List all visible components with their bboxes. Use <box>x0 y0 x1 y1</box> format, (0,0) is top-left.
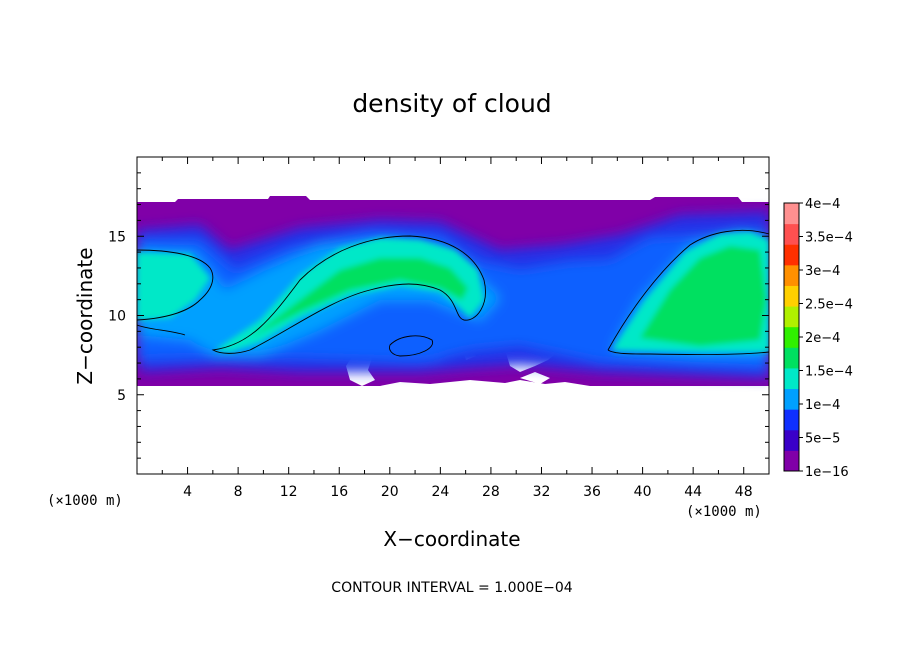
x-tick-label: 24 <box>431 484 449 500</box>
z-unit-label: (×1000 m) <box>47 493 123 509</box>
y-tick-label: 15 <box>108 229 126 245</box>
colorbar-label: 5e−5 <box>805 432 840 447</box>
y-tick-label: 10 <box>108 309 126 325</box>
colorbar-swatch <box>784 429 799 451</box>
colorbar-label: 1e−16 <box>805 465 849 480</box>
colorbar-swatch <box>784 306 799 328</box>
x-tick-label: 32 <box>533 484 551 500</box>
colorbar-label: 3e−4 <box>805 264 840 279</box>
x-axis-label: X−coordinate <box>383 527 520 551</box>
x-tick-label: 8 <box>234 484 243 500</box>
colorbar-label: 3.5e−4 <box>805 231 853 246</box>
x-tick-label: 48 <box>735 484 753 500</box>
high-density-cores <box>137 232 769 352</box>
contour-interval-note: CONTOUR INTERVAL = 1.000E−04 <box>331 580 572 596</box>
colorbar-label: 1e−4 <box>805 398 840 413</box>
x-tick-label: 44 <box>684 484 702 500</box>
x-axis-ticks: 4 8 12 16 20 24 28 32 36 40 44 48 <box>136 157 770 500</box>
colorbar-swatch <box>784 326 799 348</box>
x-unit-label: (×1000 m) <box>686 504 762 520</box>
x-tick-label: 20 <box>381 484 399 500</box>
colorbar-swatch <box>784 203 799 225</box>
contour-lines <box>137 229 769 357</box>
colorbar-swatch <box>784 285 799 307</box>
chart-title: density of cloud <box>352 89 551 118</box>
colorbar-swatch <box>784 367 799 390</box>
y-tick-label: 5 <box>117 388 126 404</box>
x-tick-label: 40 <box>634 484 652 500</box>
y-axis-label: Z−coordinate <box>73 247 97 384</box>
colorbar-label: 2e−4 <box>805 331 840 346</box>
y-axis-ticks: 5 10 15 <box>108 156 769 475</box>
x-tick-label: 12 <box>280 484 298 500</box>
colorbar-label: 4e−4 <box>805 197 840 212</box>
colorbar-swatch <box>784 450 799 472</box>
colorbar: 1e−16 5e−5 1e−4 1.5e−4 2e−4 2.5e−4 3e−4 3.5e−4 4… <box>783 197 853 480</box>
density-field <box>137 196 769 386</box>
x-tick-label: 4 <box>183 484 192 500</box>
colorbar-swatch <box>784 223 799 245</box>
colorbar-swatch <box>784 264 799 286</box>
x-tick-label: 36 <box>583 484 601 500</box>
colorbar-swatch <box>784 409 799 431</box>
colorbar-swatch <box>784 347 799 369</box>
colorbar-swatch <box>784 388 799 410</box>
colorbar-label: 2.5e−4 <box>805 298 853 313</box>
colorbar-label: 1.5e−4 <box>805 365 853 380</box>
colorbar-swatch <box>784 244 799 266</box>
x-tick-label: 16 <box>330 484 348 500</box>
x-tick-label: 28 <box>482 484 500 500</box>
